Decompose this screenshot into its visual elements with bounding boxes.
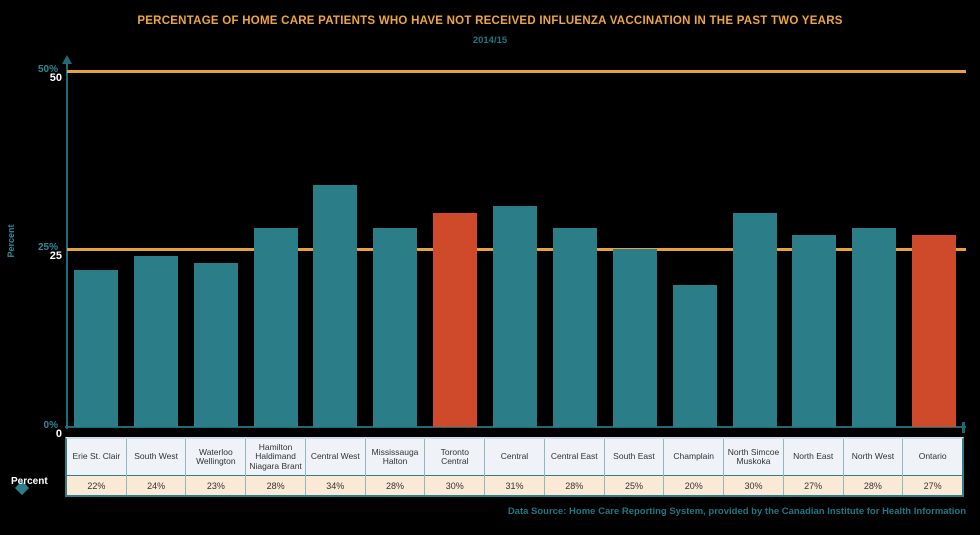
bar-erie-st-clair [74,270,118,427]
table-header-cell: Toronto Central [425,439,485,475]
bar-ontario [912,235,957,427]
table-value-cell: 34% [305,475,365,495]
bar-central-west [313,185,358,427]
legend-label: Percent [11,476,48,487]
bar-central [493,206,538,427]
chart-title: PERCENTAGE OF HOME CARE PATIENTS WHO HAV… [137,15,843,27]
table-column-central-east: Central East 28% [543,439,604,495]
table-value-cell: 22% [67,475,126,495]
x-axis-end-tick [962,422,965,433]
table-value-cell: 24% [126,475,186,495]
y-axis-line [66,62,68,429]
table-header-cell: Ontario [903,439,963,475]
data-source-note: Data Source: Home Care Reporting System,… [507,506,966,517]
table-value-cell: 28% [843,475,903,495]
table-column-south-east: South East 25% [603,439,664,495]
table-header-cell: Champlain [664,439,724,475]
chart-subtitle: 2014/15 [472,35,508,46]
table-column-toronto-central: Toronto Central 30% [424,439,485,495]
y-tick-label-plain-50: 50 [49,72,62,84]
table-value-cell: 28% [544,475,604,495]
bar-north-west [852,228,897,427]
table-header-cell: Central East [544,439,604,475]
table-header-cell: Erie St. Clair [67,439,126,475]
table-header-cell: North West [843,439,903,475]
table-column-waterloo-wellington: Waterloo Wellington 23% [185,439,246,495]
x-axis-line [65,426,966,428]
y-tick-label-plain-0: 0 [55,428,62,440]
table-column-central-west: Central West 34% [304,439,365,495]
y-tick-label-percent-25: 25% [37,242,58,253]
table-header-cell: Central [485,439,544,475]
bar-hamilton-haldimand-niagara-brant [253,228,298,427]
table-column-ontario: Ontario 27% [902,439,963,495]
bar-waterloo-wellington [193,263,238,427]
table-header-cell: Mississauga Halton [365,439,425,475]
reference-line-50-percent [67,70,966,73]
bar-north-east [792,235,837,427]
table-value-cell: 27% [783,475,843,495]
bar-south-west [133,256,178,427]
table-value-cell: 30% [425,475,485,495]
table-value-cell: 28% [246,475,305,495]
table-column-hamilton-haldimand-niagara-brant: Hamilton Haldimand Niagara Brant 28% [245,439,305,495]
table-value-cell: 23% [186,475,246,495]
table-header-cell: Central West [305,439,365,475]
table-header-cell: South East [604,439,664,475]
bar-central-east [552,228,597,427]
table-value-cell: 27% [903,475,963,495]
table-value-cell: 20% [664,475,724,495]
table-column-mississauga-halton: Mississauga Halton 28% [364,439,425,495]
table-column-erie-st-clair: Erie St. Clair 22% [67,439,126,495]
table-value-cell: 31% [485,475,544,495]
table-column-north-west: North West 28% [842,439,903,495]
bar-north-simcoe-muskoka [732,213,777,427]
table-column-champlain: Champlain 20% [663,439,724,495]
y-tick-label-percent-50: 50% [37,64,58,75]
data-table: Erie St. Clair 22% South West 24% Waterloo W… [65,437,964,497]
table-header-cell: North Simcoe Muskoka [724,439,783,475]
table-column-north-east: North East 27% [782,439,843,495]
y-axis-title: Percent [6,224,16,258]
bar-south-east [612,249,657,427]
table-value-cell: 25% [604,475,664,495]
table-column-north-simcoe-muskoka: North Simcoe Muskoka 30% [723,439,783,495]
table-column-central: Central 31% [484,439,544,495]
bar-toronto-central [433,213,478,427]
bar-champlain [672,285,717,427]
table-column-south-west: South West 24% [125,439,186,495]
table-header-cell: Hamilton Haldimand Niagara Brant [246,439,305,475]
table-header-cell: South West [126,439,186,475]
table-header-cell: Waterloo Wellington [186,439,246,475]
table-value-cell: 28% [365,475,425,495]
table-header-cell: North East [783,439,843,475]
y-tick-label-plain-25: 25 [49,250,62,262]
y-tick-label-percent-0: 0% [43,420,58,431]
y-axis-arrow-icon [62,55,72,64]
bar-mississauga-halton [373,228,418,427]
table-value-cell: 30% [724,475,783,495]
